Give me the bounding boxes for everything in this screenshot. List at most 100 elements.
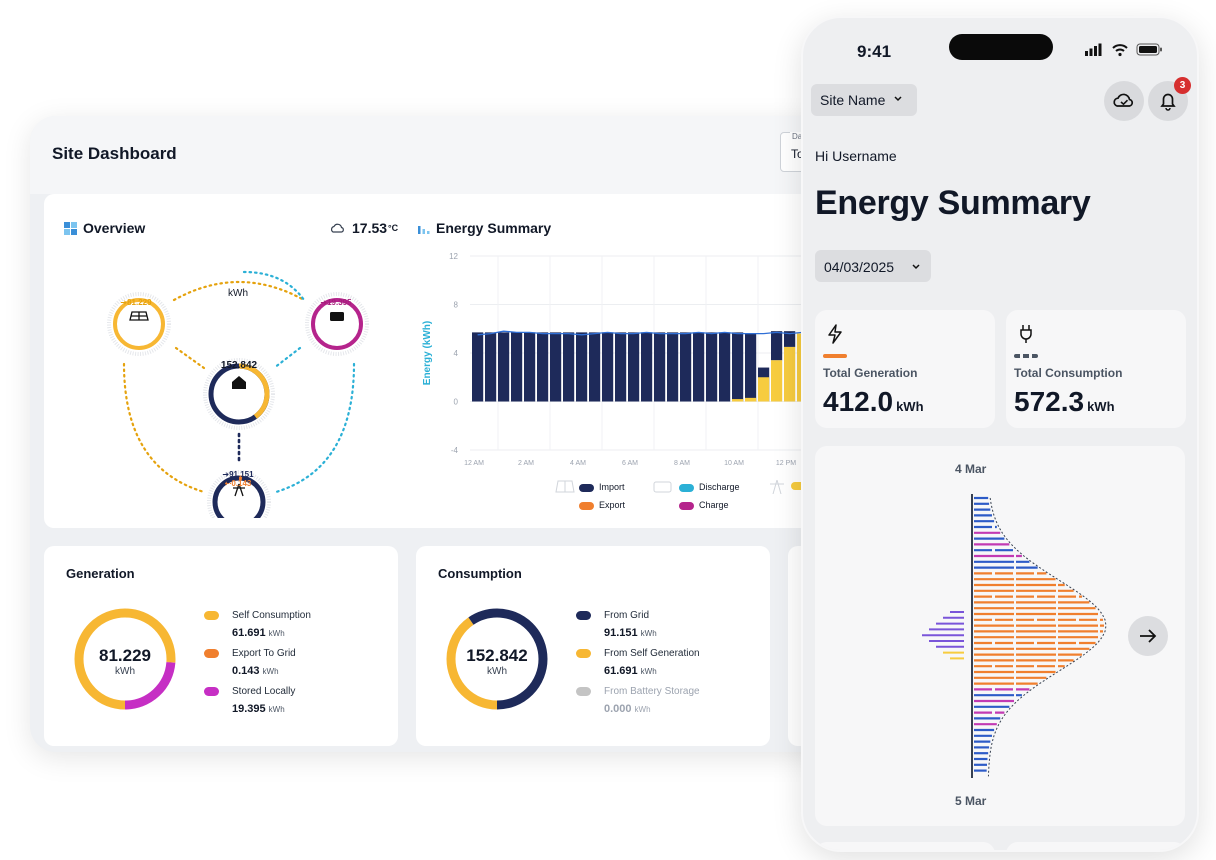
date-field-label: Date: [790, 132, 811, 141]
battery-legend-icon: [653, 481, 672, 493]
page-title: Site Dashboard: [52, 144, 177, 163]
flow-unit-label: kWh: [228, 288, 248, 299]
con-self-unit: kWh: [640, 667, 657, 676]
legend-export-swatch: [579, 502, 594, 510]
con-grid-swatch: [576, 611, 591, 620]
dynamic-island: [949, 34, 1053, 60]
mobile-page-title: Energy Summary: [815, 184, 1091, 222]
weather: 17.53 °C: [330, 220, 398, 236]
import-bar: [550, 332, 562, 402]
solar-bar: [732, 399, 744, 402]
solar-value-text: 81.229: [127, 298, 152, 307]
chart-legend: Import Export Discharge Charge: [555, 480, 806, 520]
legend-discharge-label: Discharge: [699, 482, 740, 492]
import-bar: [511, 332, 523, 402]
con-grid-number: 91.151: [604, 627, 638, 639]
con-battery-swatch: [576, 687, 591, 696]
solar-home-link: [174, 346, 206, 370]
total-consumption-label: Total Consumption: [1014, 366, 1123, 380]
gen-export-value: 0.143 kWh: [232, 665, 279, 677]
gen-export-swatch: [204, 649, 219, 658]
x-tick-label: 12 PM: [776, 460, 796, 467]
overview-card: Overview 17.53 °C kWh ➔81.229 ➔19.395 152…: [44, 194, 850, 528]
solar-value: ➔81.229: [120, 298, 152, 307]
bell-icon: [1160, 93, 1176, 111]
battery-node-ring: [311, 298, 363, 350]
solar-legend-icon: [555, 480, 575, 493]
y-tick-label: 4: [454, 349, 459, 358]
total-generation-unit: kWh: [896, 399, 924, 414]
con-battery-value: 0.000 kWh: [604, 703, 651, 715]
gen-self-consumption-swatch: [204, 611, 219, 620]
battery-grid-link: [274, 362, 356, 494]
import-bar: [628, 332, 640, 402]
gen-stored-swatch: [204, 687, 219, 696]
import-bar: [667, 332, 679, 402]
total-generation-card: Total Generation 412.0 kWh: [815, 310, 995, 428]
chevron-down-icon: [894, 96, 902, 102]
gen-self-consumption-number: 61.691: [232, 627, 266, 639]
generation-card: Generation 81.229 kWh Self Consumption 61…: [44, 546, 398, 746]
con-battery-label: From Battery Storage: [604, 686, 700, 697]
generation-center: 81.229 kWh: [75, 646, 175, 677]
consumption-total: 152.842: [466, 646, 528, 665]
date-top-label: 4 Mar: [955, 462, 987, 476]
legend-discharge-swatch: [679, 484, 694, 492]
import-bar: [771, 331, 783, 361]
desktop-dashboard: Site Dashboard Date To Overview 17.53°C …: [30, 116, 850, 752]
x-tick-label: 2 AM: [518, 460, 534, 467]
cloud-icon: [1113, 93, 1134, 107]
cloud-sync-button[interactable]: [1104, 81, 1144, 121]
legend-solar-swatch: [791, 482, 806, 490]
import-bar: [576, 332, 588, 402]
consumption-accent-bar: [1014, 354, 1038, 358]
total-consumption-unit: kWh: [1087, 399, 1115, 414]
arrow-right-icon: [1140, 629, 1157, 643]
battery-value-text: 19.395: [327, 298, 352, 307]
solar-panel-icon: [129, 311, 149, 321]
consumption-donut: [446, 608, 548, 710]
generation-title: Generation: [66, 566, 135, 581]
battery-value: ➔19.395: [320, 298, 352, 307]
generation-unit: kWh: [115, 666, 135, 677]
con-battery-unit: kWh: [634, 705, 651, 714]
import-bar: [537, 332, 549, 402]
date-picker[interactable]: 04/03/2025: [815, 250, 931, 282]
lightning-icon: [828, 324, 842, 344]
desktop-header: Site Dashboard Date To: [30, 116, 850, 194]
import-bar: [732, 332, 744, 402]
import-bar: [602, 332, 614, 402]
x-tick-label: 8 AM: [674, 460, 690, 467]
status-time: 9:41: [857, 42, 892, 61]
total-generation-number: 412.0: [823, 386, 894, 417]
battery-link: [242, 270, 306, 302]
chevron-down-icon: [912, 264, 920, 270]
generation-donut-segment-2: [74, 608, 176, 710]
grid-legend-icon: [770, 480, 784, 494]
battery-home-link: [272, 346, 302, 370]
gen-stored-value: 19.395 kWh: [232, 703, 285, 715]
grid-tower-icon: [233, 483, 245, 497]
site-select[interactable]: Site Name: [811, 84, 917, 116]
grid-export-text: 0.143: [231, 479, 252, 488]
next-day-button[interactable]: [1128, 616, 1168, 656]
import-bar: [641, 332, 653, 402]
overview-title-text: Overview: [83, 220, 146, 236]
import-bar: [745, 333, 757, 402]
con-grid-unit: kWh: [640, 629, 657, 638]
total-consumption-number: 572.3: [1014, 386, 1085, 417]
grid-node-halo: [207, 470, 271, 518]
x-tick-label: 12 AM: [464, 460, 484, 467]
daily-profile-panel: 4 Mar 5 Mar: [815, 446, 1185, 826]
generation-donut: [74, 608, 176, 710]
y-tick-label: -4: [451, 446, 459, 455]
battery-node-halo: [305, 292, 369, 356]
bar-chart-icon: [418, 225, 430, 234]
grid-icon: [64, 221, 77, 235]
solar-grid-link: [122, 362, 206, 494]
home-node-ring-segment: [208, 363, 270, 425]
next-card-peek-left: [815, 842, 995, 850]
consumption-line: [477, 328, 816, 336]
date-picker-value: 04/03/2025: [824, 259, 895, 275]
legend-export-label: Export: [599, 500, 626, 510]
